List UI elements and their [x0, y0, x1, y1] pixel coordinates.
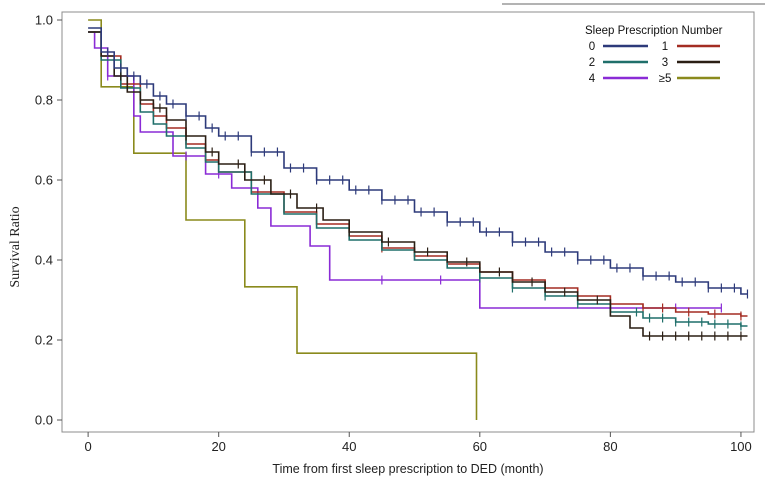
x-tick-label: 100: [730, 439, 752, 454]
legend-label: 2: [589, 57, 595, 69]
x-axis-title: Time from first sleep prescription to DE…: [272, 462, 543, 476]
legend-title: Sleep Prescription Number: [585, 25, 723, 37]
legend-label: 0: [589, 41, 595, 53]
series-3: [88, 31, 748, 341]
x-tick-label: 0: [84, 439, 91, 454]
legend-label: 1: [662, 41, 668, 53]
series-4: [88, 31, 722, 313]
y-tick-label: 0.6: [35, 173, 53, 188]
y-tick-label: 0.8: [35, 93, 53, 108]
series-1: [88, 31, 748, 321]
x-tick-label: 60: [473, 439, 487, 454]
series-line-0: [88, 27, 748, 295]
series-line-5: [88, 19, 478, 420]
y-tick-label: 0.0: [35, 413, 53, 428]
series-line-3: [88, 31, 748, 337]
series-line-1: [88, 31, 748, 317]
series-5: [88, 19, 478, 420]
series-line-4: [88, 31, 722, 309]
x-tick-label: 20: [211, 439, 225, 454]
legend-label: 3: [662, 57, 668, 69]
legend: Sleep Prescription Number 0 1 2 3 4 ≥5: [585, 25, 723, 85]
x-tick-label: 80: [603, 439, 617, 454]
y-tick-label: 0.4: [35, 253, 53, 268]
series-0: [88, 27, 749, 299]
y-tick-label: 0.2: [35, 333, 53, 348]
y-tick-label: 1.0: [35, 13, 53, 28]
legend-label: 4: [589, 73, 596, 85]
series-line-2: [88, 31, 748, 327]
series-layer: [88, 19, 749, 420]
plot-frame: [61, 11, 755, 433]
series-2: [88, 31, 748, 331]
y-axis-title: Survival Ratio: [8, 206, 23, 287]
legend-label: ≥5: [659, 73, 672, 85]
x-tick-label: 40: [342, 439, 356, 454]
